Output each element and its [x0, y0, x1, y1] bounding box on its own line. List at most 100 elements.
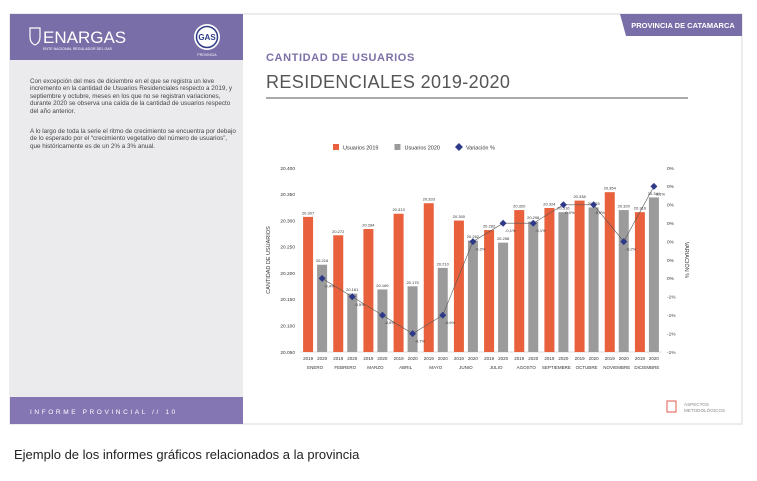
- x-tick-label: MARZO: [367, 365, 384, 370]
- y2-tick-label: 0%: [667, 258, 675, 264]
- group-label: 2020: [589, 356, 600, 361]
- bar-value-label: 20.298: [527, 215, 540, 220]
- y-tick-label: 20.300: [280, 218, 295, 224]
- bar: [618, 210, 629, 352]
- variation-marker: [590, 201, 598, 209]
- y-axis-label: CANTIDAD DE USUARIOS: [266, 226, 272, 294]
- group-label: 2019: [484, 356, 495, 361]
- group-label: 2019: [454, 356, 465, 361]
- bar: [347, 293, 358, 352]
- y2-tick-label: 0%: [667, 203, 675, 209]
- y2-tick-label: -1%: [667, 350, 676, 356]
- link-icon[interactable]: [666, 400, 677, 413]
- variation-marker: [409, 330, 417, 338]
- footer-band: [10, 397, 243, 424]
- y2-tick-label: -1%: [667, 295, 676, 301]
- badge-circle: [194, 24, 220, 50]
- x-tick-label: FEBRERO: [334, 365, 356, 370]
- group-label: 2019: [363, 356, 374, 361]
- bar: [648, 197, 659, 352]
- paragraph: A lo largo de toda la serie el ritmo de …: [30, 128, 236, 150]
- group-label: 2020: [558, 356, 569, 361]
- variation-label: 0,1%: [656, 191, 666, 196]
- y2-tick-label: -1%: [667, 331, 676, 337]
- y-tick-label: 20.150: [280, 297, 295, 303]
- link-line1[interactable]: ASPECTOS: [684, 402, 709, 407]
- y-tick-label: 20.250: [280, 245, 295, 251]
- group-label: 2020: [619, 356, 630, 361]
- y-tick-label: 20.200: [280, 271, 295, 277]
- group-label: 2019: [394, 356, 405, 361]
- variation-marker: [348, 293, 356, 301]
- x-tick-label: DICIEMBRE: [634, 365, 659, 370]
- variation-label: -0,2%: [626, 247, 637, 252]
- bar: [437, 267, 448, 352]
- group-label: 2019: [333, 356, 344, 361]
- bar-value-label: 20.161: [346, 287, 359, 292]
- group-label: 2019: [575, 356, 586, 361]
- variation-label: -0,6%: [384, 320, 395, 325]
- group-label: 2020: [468, 356, 479, 361]
- bar-value-label: 20.313: [392, 207, 405, 212]
- bar: [634, 212, 645, 352]
- bar-value-label: 20.307: [302, 210, 315, 215]
- tab: [620, 14, 742, 36]
- y2-tick-label: 0%: [667, 166, 675, 172]
- legend-swatch: [333, 144, 339, 150]
- y-tick-label: 20.350: [280, 192, 295, 198]
- link-line2[interactable]: METODOLÓGICOS: [684, 407, 725, 413]
- bar: [363, 228, 374, 352]
- x-tick-label: JULIO: [490, 365, 503, 370]
- bar: [588, 207, 599, 352]
- group-label: 2019: [514, 356, 525, 361]
- bar-value-label: 20.354: [604, 186, 617, 191]
- sidebar: [10, 14, 243, 424]
- bar: [333, 235, 344, 352]
- group-label: 2019: [424, 356, 435, 361]
- variation-label: 0,0%: [565, 210, 575, 215]
- bar: [604, 192, 615, 352]
- x-tick-label: SEPTIEMBRE: [542, 365, 571, 370]
- bar-value-label: 20.216: [316, 258, 329, 263]
- variation-marker: [469, 238, 477, 246]
- variation-label: 0,0%: [596, 210, 606, 215]
- variation-label: -0,4%: [324, 283, 335, 288]
- bar: [484, 230, 495, 352]
- bar: [393, 213, 404, 352]
- bar-value-label: 20.258: [497, 236, 510, 241]
- bar-value-label: 20.175: [406, 280, 419, 285]
- variation-marker: [529, 219, 537, 227]
- bar-value-label: 20.272: [332, 229, 345, 234]
- variation-marker: [439, 311, 447, 319]
- bar-value-label: 20.333: [423, 197, 436, 202]
- caption: Ejemplo de los informes gráficos relacio…: [14, 447, 360, 462]
- tab-text: PROVINCIA DE CATAMARCA: [631, 21, 735, 30]
- paragraph: Con excepción del mes de diciembre en el…: [30, 78, 232, 115]
- bar-value-label: 20.262: [467, 234, 480, 239]
- badge-caption: PROVINCIA: [197, 53, 217, 57]
- y2-tick-label: 0%: [667, 184, 675, 190]
- group-label: 2019: [635, 356, 646, 361]
- group-label: 2020: [377, 356, 388, 361]
- group-label: 2020: [528, 356, 539, 361]
- bar-value-label: 20.324: [543, 201, 556, 206]
- bar: [407, 286, 418, 352]
- group-label: 2019: [605, 356, 616, 361]
- bar-value-label: 20.210: [437, 261, 450, 266]
- bar: [303, 216, 314, 352]
- variation-marker: [499, 219, 507, 227]
- variation-line: [321, 186, 655, 334]
- badge-ring: [195, 25, 219, 49]
- bar: [377, 289, 388, 352]
- bar: [514, 210, 525, 352]
- variation-label: -0,7%: [415, 339, 426, 344]
- variation-marker: [318, 274, 326, 282]
- y2-tick-label: 0%: [667, 239, 675, 245]
- y-tick-label: 20.400: [280, 166, 295, 172]
- x-tick-label: ENERO: [307, 365, 324, 370]
- logo-subtitle: ENTE NACIONAL REGULADOR DEL GAS: [43, 47, 113, 51]
- variation-marker: [620, 238, 628, 246]
- x-tick-label: AGOSTO: [517, 365, 537, 370]
- legend-label: Usuarios 2019: [343, 146, 378, 152]
- variation-label: -0,1%: [505, 228, 516, 233]
